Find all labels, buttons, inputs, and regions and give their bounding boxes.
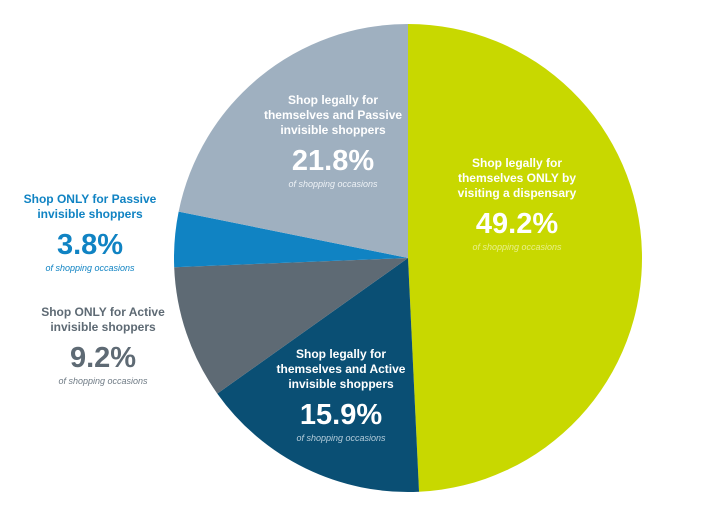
slice-value-label: 49.2% [476, 208, 558, 240]
slice-label-line: themselves and Passive [264, 108, 402, 122]
slice-label-line: Shop ONLY for Active [41, 305, 165, 319]
slice-label-line: Shop legally for [288, 93, 378, 107]
slice-note: of shopping occasions [45, 263, 135, 273]
slice-label-line: invisible shoppers [50, 320, 156, 334]
pie-slice-2 [217, 258, 420, 493]
slice-label-line: Shop legally for [296, 347, 386, 361]
slice-note: of shopping occasions [58, 376, 148, 386]
slice-label-line: invisible shoppers [280, 123, 386, 137]
slice-label-line: themselves ONLY by [458, 171, 576, 185]
slice-label-line: Shop legally for [472, 156, 562, 170]
slice-label-line: themselves and Active [277, 362, 406, 376]
slice-label-line: Shop ONLY for Passive [24, 192, 157, 206]
pie-slice-5 [178, 24, 408, 258]
pie-slice-4 [173, 211, 408, 268]
slice-value-label: 15.9% [300, 399, 382, 431]
pie-slice-1 [408, 24, 643, 492]
slice-label-line: invisible shoppers [37, 207, 143, 221]
slice-value-label: 9.2% [70, 342, 136, 374]
slice-note: of shopping occasions [296, 433, 386, 443]
slice-label-line: visiting a dispensary [458, 186, 577, 200]
pie-slices [173, 24, 643, 493]
slice-value-label: 21.8% [292, 145, 374, 177]
slice-note: of shopping occasions [288, 179, 378, 189]
slice-label-line: invisible shoppers [288, 377, 394, 391]
slice-note: of shopping occasions [472, 242, 562, 252]
pie-slice-3 [174, 258, 408, 394]
slice-value-label: 3.8% [57, 229, 123, 261]
